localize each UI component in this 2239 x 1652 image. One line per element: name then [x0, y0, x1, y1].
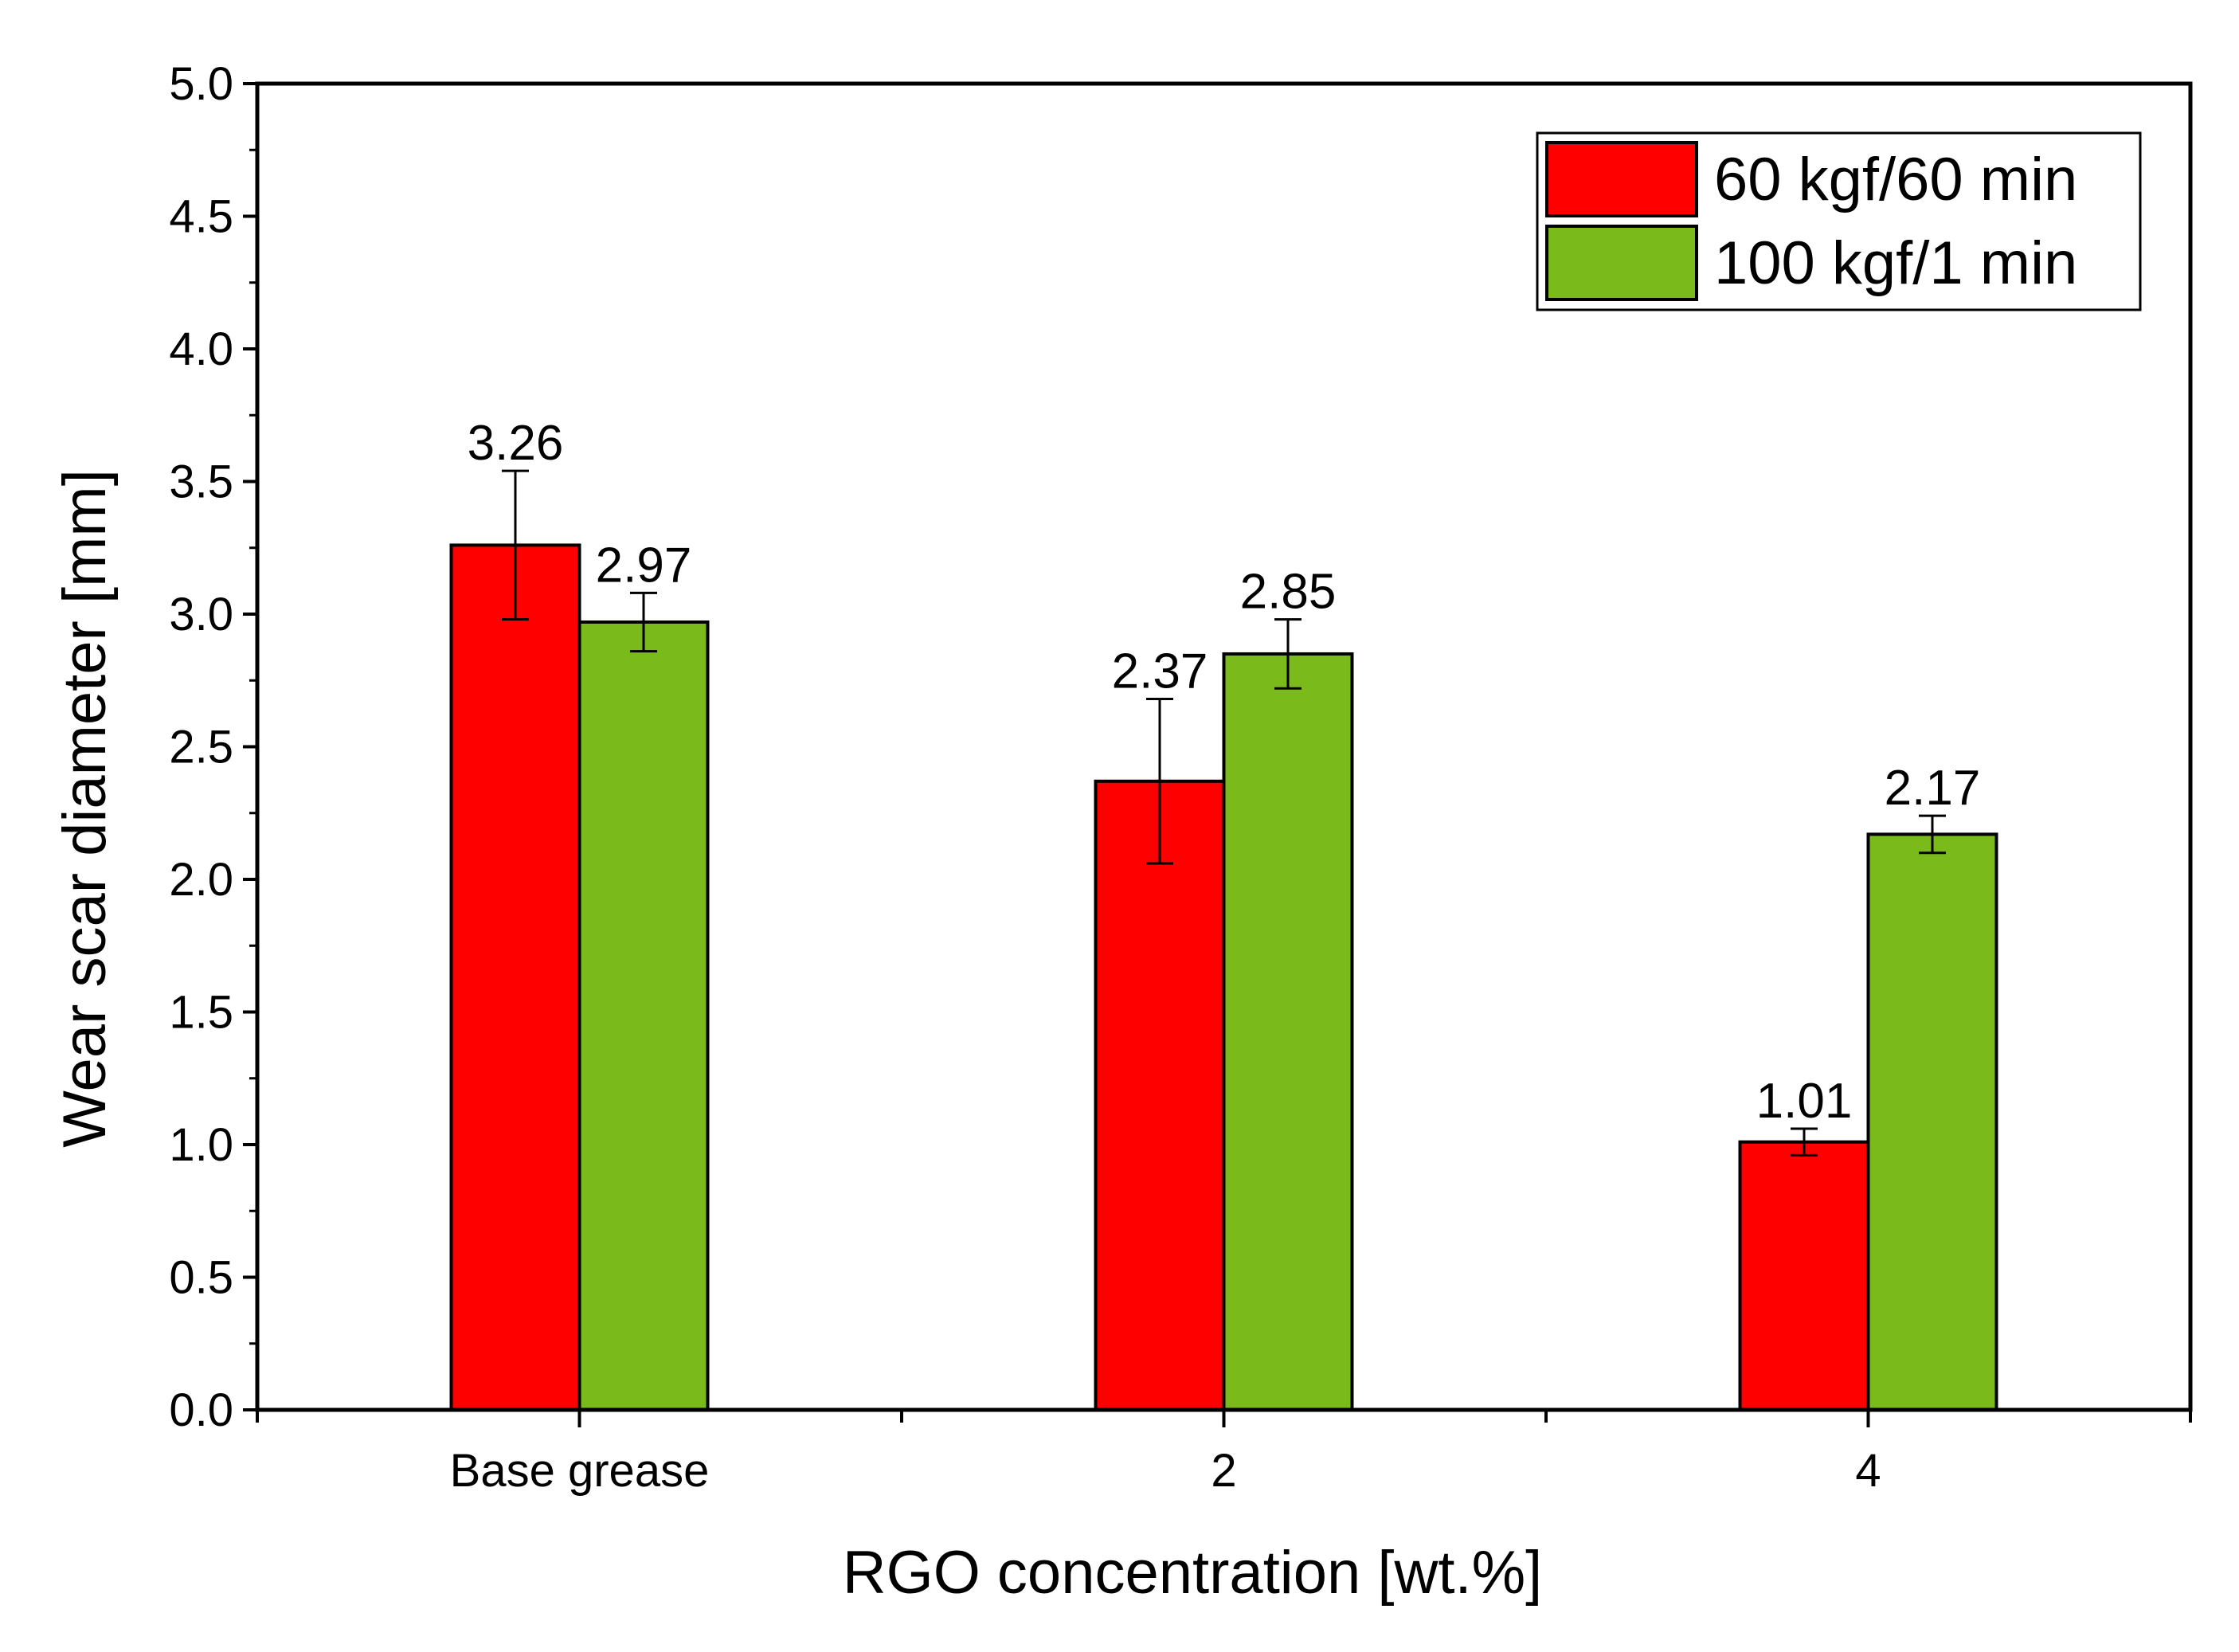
- legend-swatch-series2: [1545, 225, 1698, 301]
- bar-series2-1: [577, 620, 710, 1411]
- data-label-series1-2: 2.37: [1112, 644, 1208, 699]
- x-category-label: 4: [1855, 1445, 1881, 1497]
- y-tick-label: 3.0: [169, 589, 233, 640]
- error-bar-series1-3: [1791, 1127, 1818, 1157]
- bar-series2-2: [1222, 652, 1354, 1411]
- x-category-label: 2: [1211, 1445, 1236, 1497]
- data-labels-layer: 3.26 2.37 1.01 2.97 2.85 2.17: [468, 416, 1981, 1129]
- axes-layer: 0.0 0.5 1.0 1.5 2.0 2.5 3.0 3.5 4.0 4.5 5.0 Base gr…: [169, 58, 2193, 1497]
- legend-label-series2: 100 kgf/1 min: [1714, 229, 2077, 297]
- y-tick-label: 5.0: [169, 58, 233, 110]
- y-axis-title: Wear scar diameter [mm]: [51, 469, 119, 1148]
- bars-layer: [449, 543, 1998, 1412]
- y-tick-label: 0.0: [169, 1384, 233, 1436]
- y-tick-label: 1.0: [169, 1119, 233, 1171]
- data-label-series1-3: 1.01: [1756, 1074, 1853, 1129]
- error-bar-series2-2: [1274, 618, 1302, 690]
- y-tick-label: 0.5: [169, 1252, 233, 1304]
- y-tick-label: 2.5: [169, 722, 233, 773]
- legend-label-series1: 60 kgf/60 min: [1714, 146, 2077, 213]
- y-tick-label: 3.5: [169, 456, 233, 508]
- bar-series1-3: [1738, 1140, 1870, 1412]
- legend: 60 kgf/60 min 100 kgf/1 min: [1536, 131, 2142, 311]
- data-label-series2-2: 2.85: [1240, 565, 1337, 620]
- data-label-series2-1: 2.97: [596, 538, 692, 593]
- legend-swatch-series1: [1545, 141, 1698, 217]
- data-label-series1-1: 3.26: [468, 416, 564, 471]
- error-bar-series1-2: [1146, 698, 1173, 865]
- bar-series1-2: [1094, 779, 1226, 1411]
- y-tick-label: 1.5: [169, 987, 233, 1039]
- x-axis-title: RGO concentration [wt.%]: [843, 1539, 1543, 1607]
- error-bar-series1-1: [502, 469, 529, 621]
- y-tick-label: 4.0: [169, 323, 233, 375]
- error-bar-series2-1: [630, 591, 657, 653]
- bar-series2-3: [1866, 832, 1998, 1411]
- error-bar-series2-3: [1919, 814, 1946, 855]
- y-tick-label: 2.0: [169, 854, 233, 906]
- bar-series1-1: [449, 543, 581, 1411]
- data-label-series2-3: 2.17: [1885, 761, 1981, 816]
- x-category-label: Base grease: [450, 1445, 710, 1497]
- y-tick-label: 4.5: [169, 191, 233, 243]
- error-bars-layer: [502, 469, 1946, 1157]
